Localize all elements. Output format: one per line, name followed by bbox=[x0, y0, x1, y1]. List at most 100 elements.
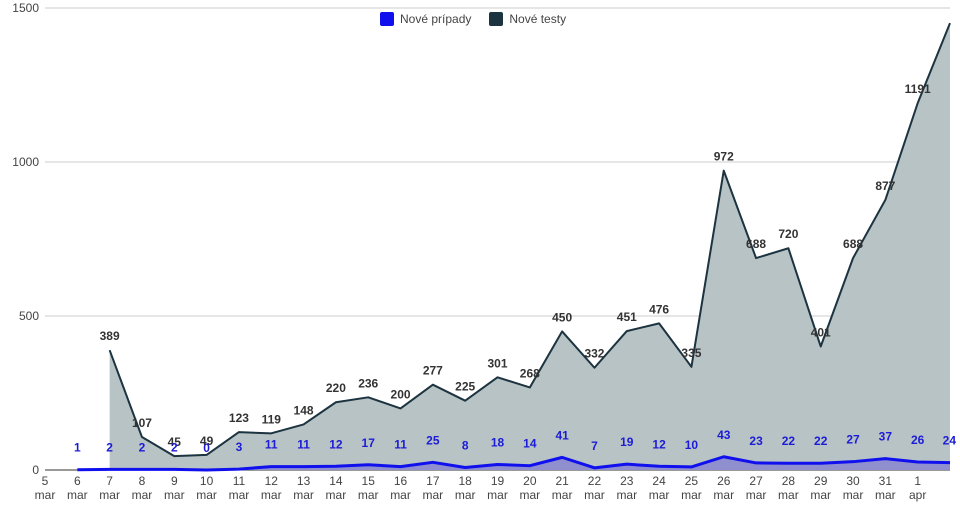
cases-data-label-3: 2 bbox=[139, 440, 146, 454]
cases-data-label-19: 12 bbox=[652, 437, 666, 451]
x-tick-label-3: 8 mar bbox=[132, 474, 153, 502]
cases-data-label-16: 41 bbox=[555, 428, 569, 442]
cases-data-label-28: 24 bbox=[943, 434, 957, 448]
legend-item-new-tests[interactable]: Nové testy bbox=[489, 12, 566, 26]
x-tick-label-23: 28 mar bbox=[778, 474, 799, 502]
cases-point-16 bbox=[561, 456, 564, 459]
tests-point-19 bbox=[658, 322, 661, 325]
tests-point-22 bbox=[755, 257, 758, 260]
tests-data-label-4: 45 bbox=[168, 435, 182, 449]
tests-point-27 bbox=[916, 102, 919, 105]
tests-point-8 bbox=[302, 423, 305, 426]
cases-data-label-27: 26 bbox=[911, 433, 925, 447]
tests-point-3 bbox=[140, 436, 143, 439]
y-tick-label-500: 500 bbox=[19, 309, 39, 323]
tests-point-23 bbox=[787, 247, 790, 250]
cases-point-28 bbox=[949, 461, 952, 464]
tests-point-14 bbox=[496, 376, 499, 379]
tests-data-label-5: 49 bbox=[200, 434, 214, 448]
tests-data-label-19: 476 bbox=[649, 302, 669, 316]
x-tick-label-7: 12 mar bbox=[261, 474, 282, 502]
cases-point-23 bbox=[787, 462, 790, 465]
tests-data-label-15: 268 bbox=[520, 366, 540, 380]
x-tick-label-9: 14 mar bbox=[326, 474, 347, 502]
tests-point-10 bbox=[367, 396, 370, 399]
cases-data-label-10: 17 bbox=[362, 436, 376, 450]
cases-data-label-20: 10 bbox=[685, 438, 699, 452]
x-tick-label-8: 13 mar bbox=[293, 474, 314, 502]
x-tick-label-11: 16 mar bbox=[390, 474, 411, 502]
tests-data-label-6: 123 bbox=[229, 411, 249, 425]
x-tick-label-24: 29 mar bbox=[810, 474, 831, 502]
cases-line bbox=[77, 455, 951, 472]
x-tick-label-25: 30 mar bbox=[843, 474, 864, 502]
tests-line bbox=[108, 22, 951, 458]
cases-data-label-17: 7 bbox=[591, 439, 598, 453]
cases-point-18 bbox=[625, 463, 628, 466]
cases-data-label-25: 27 bbox=[846, 433, 860, 447]
tests-data-label-2: 389 bbox=[100, 329, 120, 343]
cases-data-label-23: 22 bbox=[782, 434, 796, 448]
tests-point-28 bbox=[949, 22, 952, 25]
cases-data-label-11: 11 bbox=[394, 438, 407, 452]
tests-data-label-11: 200 bbox=[391, 387, 411, 401]
tests-point-18 bbox=[625, 330, 628, 333]
cases-point-26 bbox=[884, 457, 887, 460]
tests-data-label-14: 301 bbox=[487, 356, 507, 370]
cases-point-19 bbox=[658, 465, 661, 468]
x-tick-label-0: 5 mar bbox=[35, 474, 56, 502]
tests-point-11 bbox=[399, 407, 402, 410]
cases-point-3 bbox=[140, 468, 143, 471]
cases-point-2 bbox=[108, 468, 111, 471]
x-tick-label-1: 6 mar bbox=[67, 474, 88, 502]
tests-point-13 bbox=[464, 399, 467, 402]
tests-point-21 bbox=[722, 169, 725, 172]
legend-swatch-new-cases bbox=[380, 12, 394, 26]
tests-point-9 bbox=[334, 401, 337, 404]
tests-data-label-16: 450 bbox=[552, 310, 572, 324]
legend-label-new-tests: Nové testy bbox=[509, 12, 567, 26]
cases-point-9 bbox=[334, 465, 337, 468]
x-tick-label-13: 18 mar bbox=[455, 474, 476, 502]
cases-data-label-1: 1 bbox=[74, 441, 81, 455]
x-tick-label-5: 10 mar bbox=[196, 474, 217, 502]
x-tick-label-12: 17 mar bbox=[423, 474, 444, 502]
x-tick-label-2: 7 mar bbox=[99, 474, 120, 502]
x-tick-label-19: 24 mar bbox=[649, 474, 670, 502]
tests-data-label-8: 148 bbox=[294, 403, 314, 417]
tests-point-4 bbox=[173, 455, 176, 458]
tests-point-25 bbox=[852, 257, 855, 260]
x-tick-label-4: 9 mar bbox=[164, 474, 185, 502]
tests-data-label-18: 451 bbox=[617, 310, 637, 324]
cases-data-label-13: 8 bbox=[462, 439, 469, 453]
cases-data-label-4: 2 bbox=[171, 440, 178, 454]
x-tick-label-17: 22 mar bbox=[584, 474, 605, 502]
cases-point-5 bbox=[205, 469, 208, 472]
tests-data-label-3: 107 bbox=[132, 416, 152, 430]
tests-data-label-22: 688 bbox=[746, 237, 766, 251]
cases-data-label-5: 0 bbox=[203, 441, 210, 455]
tests-data-label-9: 220 bbox=[326, 381, 346, 395]
cases-point-1 bbox=[76, 468, 79, 471]
tests-data-label-7: 119 bbox=[262, 412, 282, 426]
cases-point-10 bbox=[367, 463, 370, 466]
legend-label-new-cases: Nové prípady bbox=[400, 12, 472, 26]
tests-point-6 bbox=[237, 431, 240, 434]
cases-point-13 bbox=[464, 466, 467, 469]
tests-data-label-27: 1191 bbox=[905, 82, 931, 96]
tests-data-label-20: 335 bbox=[681, 346, 701, 360]
cases-data-label-12: 25 bbox=[426, 433, 440, 447]
tests-data-label-17: 332 bbox=[584, 347, 604, 361]
tests-data-label-13: 225 bbox=[455, 380, 475, 394]
tests-point-16 bbox=[561, 330, 564, 333]
tests-point-2 bbox=[108, 349, 111, 352]
tests-point-20 bbox=[690, 365, 693, 368]
cases-point-8 bbox=[302, 465, 305, 468]
tests-point-26 bbox=[884, 198, 887, 201]
cases-data-label-14: 18 bbox=[491, 435, 505, 449]
legend-item-new-cases[interactable]: Nové prípady bbox=[380, 12, 471, 26]
cases-point-12 bbox=[431, 461, 434, 464]
tests-point-24 bbox=[819, 345, 822, 348]
cases-point-20 bbox=[690, 465, 693, 468]
